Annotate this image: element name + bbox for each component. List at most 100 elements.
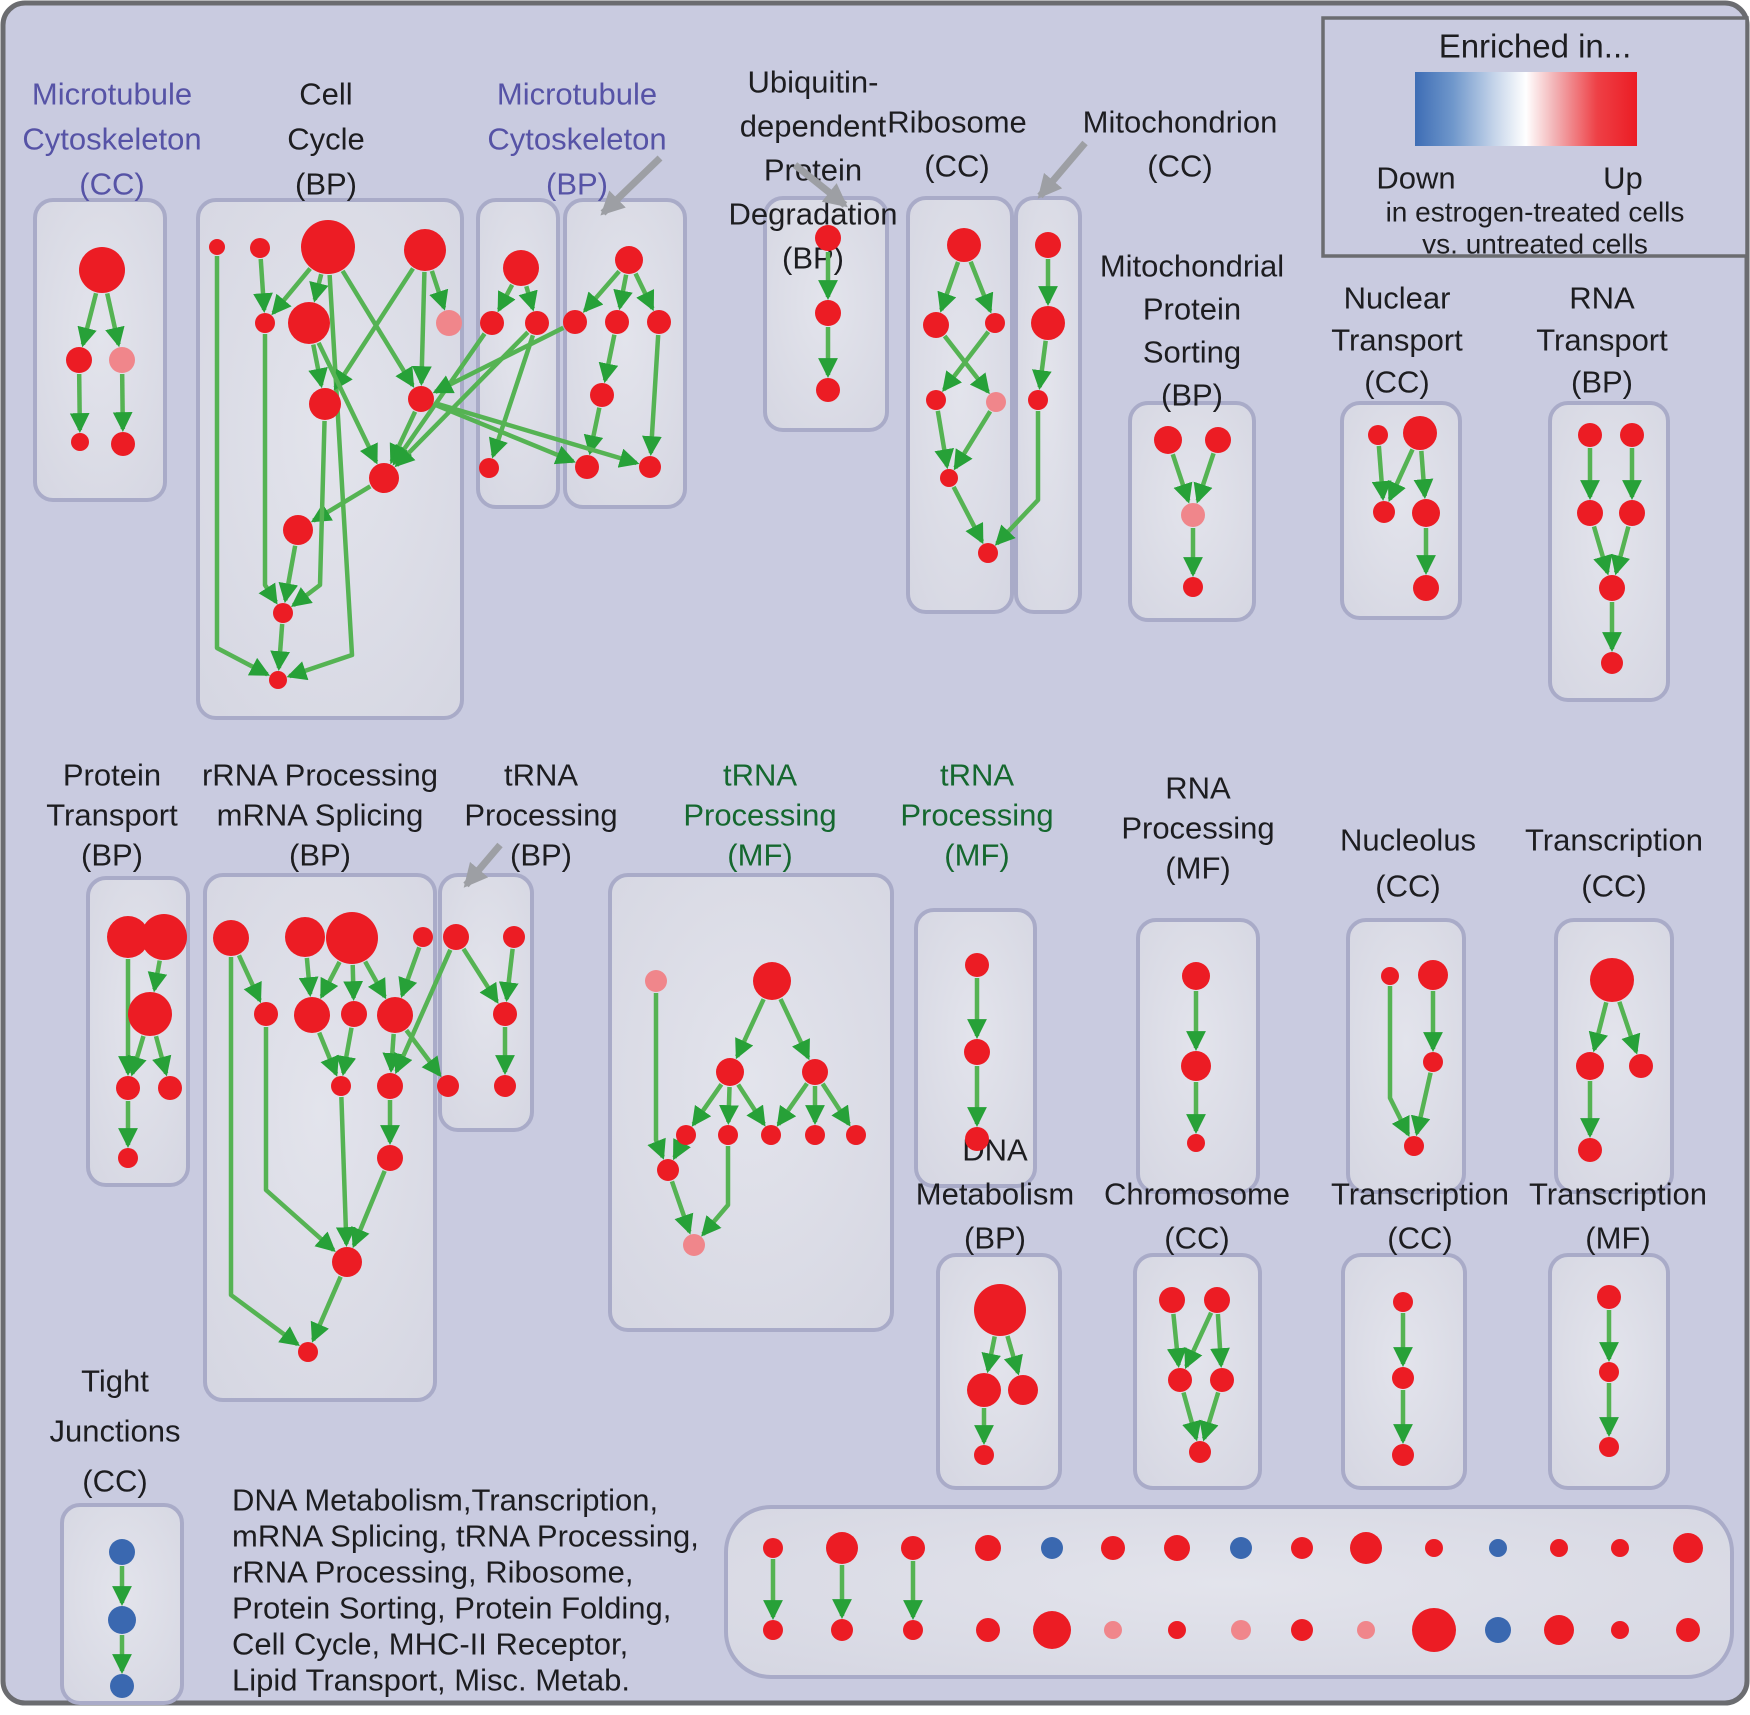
cross-edge-arrow (994, 411, 1041, 546)
cluster-label-trna-processing-bp: Processing (464, 798, 617, 833)
edge-arrow (735, 998, 766, 1060)
edge-arrow (309, 273, 329, 303)
cluster-label-mitochondrial-protein-sorting-bp: Protein (1143, 292, 1241, 327)
cluster-label-microtubule-cytoskeleton-cc: Microtubule (32, 77, 192, 112)
note-line-3: rRNA Processing, Ribosome, (232, 1555, 633, 1590)
cluster-label-trna-processing-mf-2: Processing (900, 798, 1053, 833)
edge-arrow (937, 261, 961, 313)
go-node-ribosome-cc-1 (923, 312, 949, 338)
go-node-nuclear-transport-cc-0 (1368, 425, 1388, 445)
go-node-ribosome-cc-0 (947, 228, 981, 262)
edge-arrow (69, 373, 90, 433)
go-node-rrna-processing-mrna-splicing-bp-7 (377, 997, 413, 1033)
cluster-label-trna-processing-mf-1: (MF) (727, 838, 792, 873)
go-node-bottom-top-11 (1425, 1539, 1443, 1557)
go-node-ribosome-cc-3 (926, 390, 946, 410)
go-node-bottom-bottom-10 (1357, 1621, 1375, 1639)
go-node-trna-processing-mf-1-1 (753, 962, 791, 1000)
edge-arrow (951, 485, 984, 545)
go-node-protein-transport-bp-1 (141, 914, 187, 960)
edge-arrow (1032, 340, 1052, 391)
go-node-transcription-mf-0 (1597, 1285, 1621, 1309)
go-node-bottom-bottom-8 (1231, 1620, 1251, 1640)
edge-arrow (691, 1083, 724, 1127)
go-node-trna-processing-mf-1-10 (683, 1234, 705, 1256)
cluster-label-microtubule-cytoskeleton-bp: Microtubule (497, 77, 657, 112)
go-node-bottom-top-7 (1164, 1535, 1190, 1561)
go-node-chromosome-cc-4 (1189, 1441, 1211, 1463)
edge-arrow (498, 948, 519, 1003)
go-node-mitochondrion-cc-0 (1035, 232, 1061, 258)
go-node-mitochondrion-cc-1 (1031, 306, 1065, 340)
cluster-label-dna-metabolism-bp: (BP) (964, 1221, 1026, 1256)
go-node-trna-processing-mf-1-5 (718, 1125, 738, 1145)
go-node-rrna-processing-mrna-splicing-bp-5 (294, 997, 330, 1033)
go-node-ribosome-cc-4 (986, 392, 1006, 412)
legend-down-label: Down (1376, 161, 1455, 196)
legend-caption-line-1: in estrogen-treated cells (1386, 197, 1685, 228)
edge-arrow (317, 1031, 339, 1077)
cluster-label-mitochondrial-protein-sorting-bp: Sorting (1143, 335, 1241, 370)
go-node-rna-processing-mf-2 (1187, 1134, 1205, 1152)
edge-arrow (335, 1096, 356, 1247)
go-node-trna-processing-mf-2-2 (965, 1127, 989, 1151)
edge-arrow (271, 267, 312, 316)
go-node-cell-cycle-bp-7 (309, 388, 341, 420)
go-node-cell-cycle-bp-8 (408, 386, 434, 412)
go-node-nuclear-transport-cc-1 (1403, 416, 1437, 450)
go-node-cell-cycle-bp-9 (369, 463, 399, 493)
cluster-label-trna-processing-bp: (BP) (510, 838, 572, 873)
go-node-cell-cycle-bp-3 (404, 229, 446, 271)
legend-up-label: Up (1603, 161, 1643, 196)
go-node-rna-transport-bp-3 (1619, 500, 1645, 526)
cluster-label-tight-junctions-cc: (CC) (82, 1464, 147, 1499)
cluster-label-nucleolus-cc: (CC) (1375, 869, 1440, 904)
go-node-protein-transport-bp-5 (118, 1148, 138, 1168)
go-node-ubiquitin-degradation-bp-b-1 (815, 300, 841, 326)
cluster-label-protein-transport-bp: Transport (46, 798, 178, 833)
edge-arrow (1181, 1391, 1202, 1442)
edge-arrow (719, 1086, 739, 1125)
cluster-label-transcription-mf: Transcription (1529, 1177, 1707, 1212)
edge-arrow (343, 964, 364, 1001)
edge-arrow (672, 1138, 691, 1161)
edge-arrow (333, 267, 415, 391)
edge-arrow (1170, 453, 1193, 504)
go-node-rrna-processing-mrna-splicing-bp-12 (298, 1342, 318, 1362)
edge-arrow (1184, 1311, 1214, 1370)
go-node-rrna-processing-mrna-splicing-bp-11 (332, 1247, 362, 1277)
go-node-transcription-cc-2-1 (1392, 1367, 1414, 1389)
go-node-bottom-top-8 (1230, 1537, 1252, 1559)
cluster-label-protein-transport-bp: Protein (63, 758, 161, 793)
cluster-label-rrna-processing-mrna-splicing-bp: rRNA Processing (202, 758, 438, 793)
cluster-label-trna-processing-mf-2: (MF) (944, 838, 1009, 873)
cluster-label-ribosome-cc: Ribosome (887, 105, 1027, 140)
go-node-rrna-processing-mrna-splicing-bp-6 (341, 1001, 367, 1027)
go-node-bottom-top-9 (1291, 1537, 1313, 1559)
edge-arrow (382, 1033, 403, 1074)
edge-arrow (319, 960, 342, 1000)
edge-arrow (316, 341, 379, 465)
edge-arrow (613, 274, 633, 311)
go-node-transcription-cc-2-0 (1393, 1292, 1413, 1312)
edge-arrow (253, 258, 273, 313)
note-line-1: DNA Metabolism,Transcription, (232, 1483, 658, 1518)
go-node-rna-transport-bp-2 (1577, 500, 1603, 526)
note-line-2: mRNA Splicing, tRNA Processing, (232, 1519, 699, 1554)
go-node-trna-processing-mf-1-9 (657, 1159, 679, 1181)
edge-arrow (1371, 445, 1392, 502)
go-node-trna-processing-bp-3 (437, 1075, 459, 1097)
cluster-label-rna-transport-bp: Transport (1536, 323, 1668, 358)
cluster-label-ribosome-cc: (CC) (924, 149, 989, 184)
edge-arrow (1199, 1391, 1221, 1442)
cluster-label-dna-metabolism-bp: Metabolism (916, 1177, 1075, 1212)
go-node-rrna-processing-mrna-splicing-bp-4 (254, 1002, 278, 1026)
cluster-label-transcription-cc-2: Transcription (1331, 1177, 1509, 1212)
annotation-arrow-3 (1037, 140, 1088, 199)
go-node-bottom-bottom-13 (1544, 1615, 1574, 1645)
go-node-dna-metabolism-bp-3 (974, 1445, 994, 1465)
cluster-box-chromosome-cc (1133, 1253, 1262, 1490)
go-node-bottom-bottom-11 (1412, 1608, 1456, 1652)
go-node-trna-processing-mf-1-8 (846, 1125, 866, 1145)
